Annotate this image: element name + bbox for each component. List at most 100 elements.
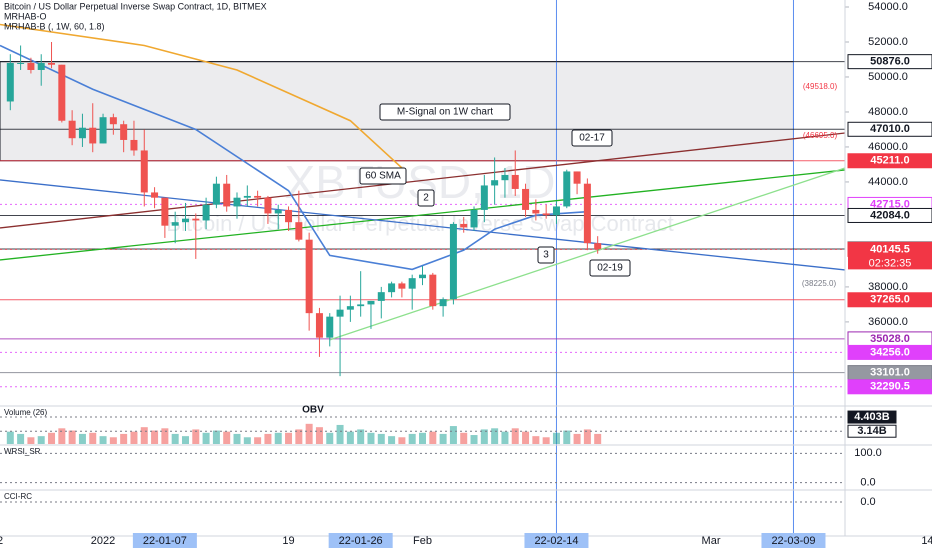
volume-bar: [233, 433, 241, 444]
y-tick-label: 54000.0: [868, 1, 908, 13]
candle-body: [161, 197, 169, 226]
value-badge: [847, 410, 897, 424]
volume-bar: [408, 433, 416, 444]
trendline: [0, 169, 846, 261]
candle-body: [58, 64, 66, 121]
candle-body: [243, 195, 251, 198]
volume-bar: [419, 432, 426, 444]
x-tick-label: 2022: [91, 535, 115, 547]
candle-body: [563, 171, 571, 207]
x-tick-label: 22-01-26: [339, 535, 383, 547]
volume-bar: [542, 437, 550, 444]
candle-body: [254, 195, 262, 198]
y-tick-label: 52000.0: [868, 36, 908, 48]
candle-body: [594, 243, 602, 250]
indicator-label: MRHAB-O: [4, 11, 47, 21]
price-badge: [847, 54, 932, 70]
price-badge-label: 40145.5: [870, 243, 910, 255]
price-badge-label: 42715.0: [870, 198, 910, 210]
candle-body: [357, 304, 365, 307]
volume-bar: [264, 433, 272, 444]
candle-body: [120, 124, 128, 140]
trendline: [329, 167, 846, 341]
volume-bar: [522, 431, 530, 444]
price-badge-label: 33101.0: [870, 367, 910, 379]
annotation: 02-17: [579, 133, 605, 144]
annotation-box: [417, 189, 435, 207]
moving-average: [0, 23, 403, 169]
candle-body: [470, 209, 478, 228]
price-badge-label: 37265.0: [870, 294, 910, 306]
volume-bar: [346, 431, 354, 444]
candle-body: [295, 222, 303, 240]
annotation-box: [537, 246, 555, 264]
volume-bar: [58, 428, 66, 444]
y-tick-label: 48000.0: [868, 106, 908, 118]
volume-bar: [398, 437, 406, 444]
candle-body: [460, 223, 468, 228]
volume-bar: [171, 433, 179, 444]
volume-bar: [429, 431, 437, 444]
candle-body: [140, 150, 148, 193]
candle-body: [27, 62, 35, 70]
volume-bar: [151, 430, 159, 444]
candle-body: [223, 183, 231, 207]
candle-body: [501, 174, 509, 181]
candle-body: [480, 185, 488, 210]
annotation: 2: [423, 193, 429, 204]
candle-body: [233, 197, 241, 207]
volume-bar: [99, 436, 107, 444]
volume-bar: [130, 431, 138, 444]
candle-body: [37, 62, 45, 70]
x-tick-label: 2: [0, 535, 3, 547]
volume-bar: [305, 423, 313, 444]
price-badge: [847, 292, 932, 308]
volume-bar: [181, 436, 189, 444]
candle-body: [542, 213, 550, 216]
volume-bar: [583, 429, 591, 444]
volume-bar: [17, 433, 25, 444]
x-tick-label: Mar: [702, 535, 721, 547]
x-tick-label: 22-02-14: [534, 535, 578, 547]
candle-body: [449, 223, 457, 300]
volume-bar: [326, 432, 334, 444]
candle-body: [377, 292, 385, 301]
candle-body: [6, 62, 14, 102]
indicator-label: MRHAB-B (, 1W, 60, 1.8): [4, 21, 105, 31]
candle-body: [583, 183, 591, 244]
annotation: (46695.0): [803, 131, 838, 140]
annotation: M-Signal on 1W chart: [397, 107, 493, 118]
price-badge-label: 32290.5: [870, 381, 910, 393]
annotation: (49518.0): [803, 82, 838, 91]
y-tick-label: 0.0: [860, 496, 875, 508]
candle-body: [202, 204, 210, 221]
volume-bar: [491, 428, 499, 444]
candle-body: [336, 309, 344, 317]
volume-bar: [68, 430, 76, 444]
candle-body: [491, 180, 499, 186]
countdown-badge: [848, 256, 932, 270]
candle-body: [511, 174, 519, 189]
pane-annotation: OBV: [302, 405, 324, 416]
x-tick-label: 19: [282, 535, 294, 547]
pane-title: CCI-RC: [4, 492, 32, 501]
candle-body: [151, 192, 159, 198]
countdown: 02:32:35: [869, 257, 912, 269]
volume-bar: [37, 436, 45, 444]
candle-body: [305, 239, 313, 314]
volume-bar: [511, 428, 519, 444]
volume-bar: [212, 430, 220, 444]
candle-body: [315, 313, 323, 338]
candle-body: [439, 299, 447, 307]
price-badge: [847, 153, 932, 169]
candle-body: [78, 127, 86, 139]
x-tick-highlight: [761, 533, 826, 548]
volume-bar: [594, 433, 602, 444]
volume-bar: [109, 437, 117, 444]
volume-bar: [470, 435, 478, 444]
annotation-box: [589, 259, 631, 277]
candle-body: [522, 188, 530, 210]
annotation: 3: [543, 250, 549, 261]
